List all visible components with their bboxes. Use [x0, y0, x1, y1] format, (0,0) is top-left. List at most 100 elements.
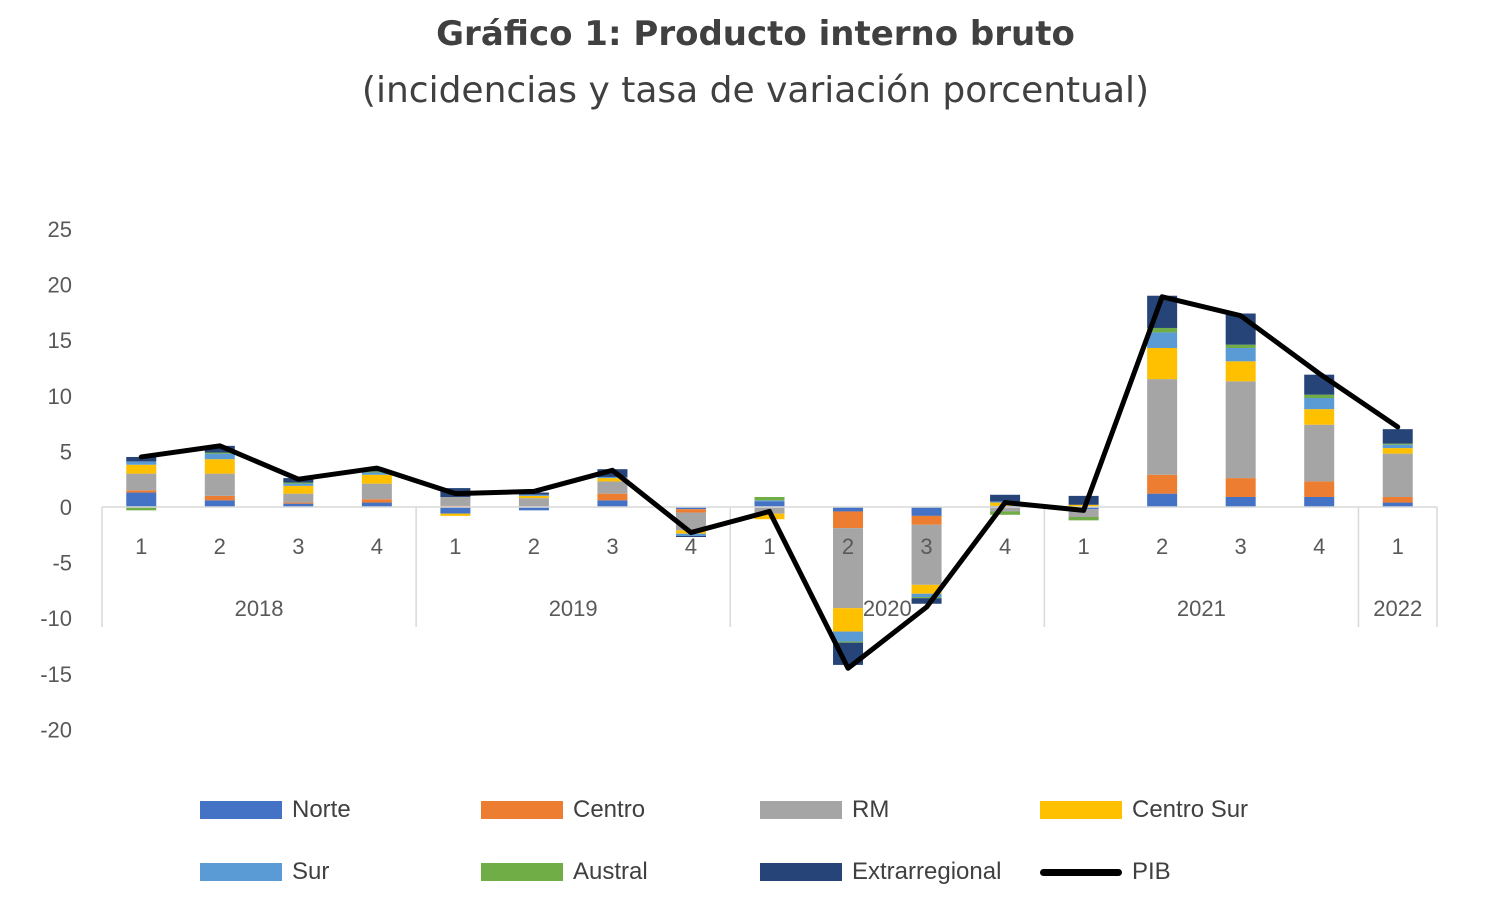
bar-sur	[754, 500, 785, 502]
bar-centro-sur	[911, 584, 942, 594]
bar-centro	[1382, 496, 1413, 503]
bar-sur	[518, 494, 549, 496]
y-tick-label: 0	[60, 495, 72, 520]
legend-swatch	[481, 801, 563, 819]
legend-label: Sur	[292, 858, 330, 885]
legend-label: Austral	[573, 858, 648, 885]
legend-label: Extrarregional	[852, 858, 1002, 885]
legend-swatch	[200, 863, 282, 881]
bar-sur	[361, 472, 392, 475]
bar-sur	[204, 453, 235, 460]
bar-austral	[204, 452, 235, 454]
y-tick-label: -10	[40, 606, 72, 631]
bar-centro-sur	[283, 485, 314, 494]
bar-sur	[833, 631, 864, 642]
bar-austral	[754, 496, 785, 501]
bar-austral	[1225, 344, 1256, 348]
bar-rm	[833, 528, 864, 609]
bar-austral	[126, 507, 157, 511]
bar-centro-sur	[1382, 448, 1413, 454]
legend-swatch	[1040, 868, 1122, 876]
y-tick-label: 10	[48, 384, 72, 409]
bar-extrarregional	[361, 470, 392, 472]
bar-centro	[126, 490, 157, 493]
chart-subtitle: (incidencias y tasa de variación porcent…	[361, 70, 1150, 111]
x-year-label: 2021	[1177, 596, 1226, 621]
x-tick-label: 1	[1077, 534, 1089, 559]
bar-norte	[754, 501, 785, 507]
bar-centro	[1304, 481, 1335, 497]
x-tick-label: 2	[1156, 534, 1168, 559]
legend-item-centro-sur: Centro Sur	[1040, 796, 1248, 824]
bar-rm	[1382, 453, 1413, 497]
bar-rm	[126, 473, 157, 491]
y-tick-label: 15	[48, 328, 72, 353]
y-tick-label: 5	[60, 439, 72, 464]
bar-centro-sur	[1147, 347, 1178, 380]
bar-extrarregional	[204, 445, 235, 453]
bar-centro-sur	[1225, 361, 1256, 382]
bar-austral	[911, 597, 942, 599]
bar-sur	[1382, 444, 1413, 449]
bar-centro	[833, 511, 864, 529]
bar-rm	[1147, 379, 1178, 475]
bar-rm	[990, 507, 1021, 512]
legend-swatch	[200, 801, 282, 819]
x-year-label: 2022	[1373, 596, 1422, 621]
legend-label: Centro	[573, 796, 646, 823]
legend-swatch	[760, 863, 842, 881]
bar-centro	[911, 515, 942, 525]
bar-rm	[518, 498, 549, 507]
x-tick-label: 3	[606, 534, 618, 559]
bar-norte	[675, 507, 706, 510]
x-tick-label: 1	[1392, 534, 1404, 559]
x-year-label: 2020	[863, 596, 912, 621]
legend-label: Norte	[292, 796, 351, 823]
legend-label: PIB	[1132, 858, 1171, 885]
bar-centro	[1147, 474, 1178, 494]
legend-label: Centro Sur	[1132, 796, 1249, 823]
legend-item-rm: RM	[760, 796, 889, 824]
x-tick-label: 4	[1313, 534, 1325, 559]
x-tick-label: 2	[842, 534, 854, 559]
bar-extrarregional	[675, 535, 706, 538]
x-tick-label: 3	[920, 534, 932, 559]
bar-centro-sur	[597, 478, 628, 482]
x-tick-label: 1	[763, 534, 775, 559]
bar-centro	[1225, 478, 1256, 497]
bar-norte	[204, 500, 235, 507]
bar-centro-sur	[204, 459, 235, 474]
x-tick-label: 3	[292, 534, 304, 559]
bar-centro	[283, 502, 314, 504]
bar-austral	[833, 641, 864, 643]
bar-austral	[1382, 443, 1413, 445]
bar-rm	[361, 483, 392, 500]
bar-extrarregional	[1382, 429, 1413, 444]
bar-centro	[204, 495, 235, 501]
bar-austral	[1147, 327, 1178, 333]
y-tick-label: 20	[48, 273, 72, 298]
bar-extrarregional	[1068, 495, 1099, 505]
bar-rm	[204, 473, 235, 496]
y-tick-label: -5	[52, 551, 72, 576]
legend-item-extrarregional: Extrarregional	[760, 858, 1001, 886]
bar-norte	[1382, 502, 1413, 507]
bar-sur	[597, 476, 628, 479]
bar-rm	[597, 481, 628, 494]
bar-rm	[1225, 381, 1256, 479]
x-tick-label: 4	[999, 534, 1011, 559]
bar-sur	[126, 461, 157, 465]
x-year-label: 2018	[235, 596, 284, 621]
bar-sur	[1225, 347, 1256, 362]
bar-norte	[440, 507, 471, 514]
bar-centro-sur	[833, 608, 864, 632]
bar-norte	[283, 503, 314, 507]
bar-rm	[1304, 424, 1335, 482]
bar-norte	[833, 507, 864, 512]
bar-extrarregional	[990, 494, 1021, 502]
legend-swatch	[760, 801, 842, 819]
bar-rm	[1068, 509, 1099, 518]
y-tick-label: -15	[40, 662, 72, 687]
bar-austral	[361, 471, 392, 473]
